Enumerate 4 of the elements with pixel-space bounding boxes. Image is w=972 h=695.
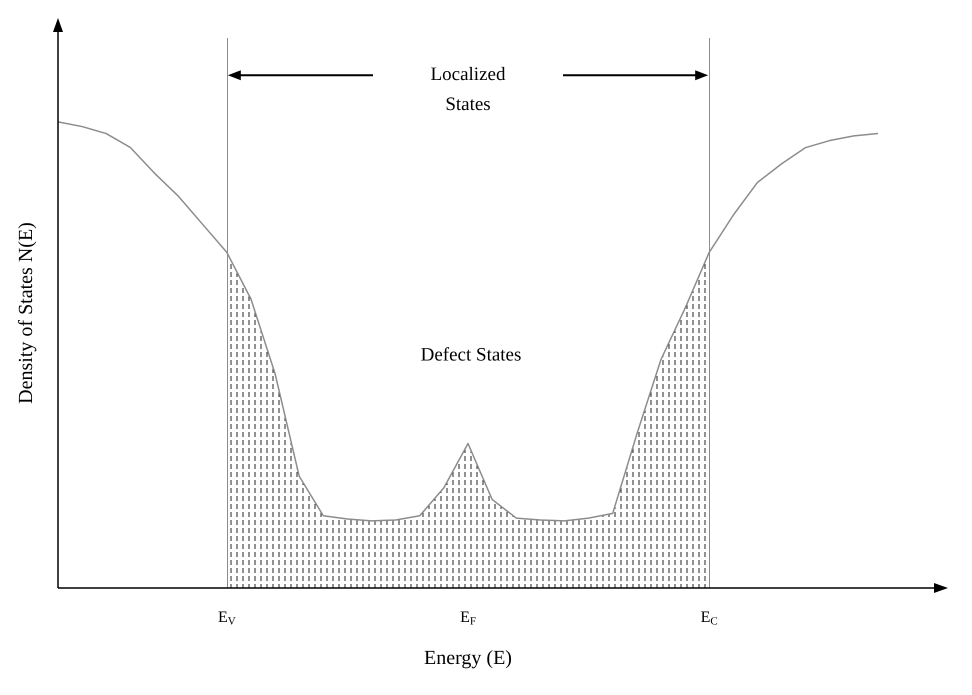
text: Localized States <box>430 64 506 115</box>
y-axis-title: Density of States N(E) <box>15 222 37 404</box>
annotation: Defect States <box>420 344 522 366</box>
x-axis-title: Energy (E) <box>424 647 512 669</box>
